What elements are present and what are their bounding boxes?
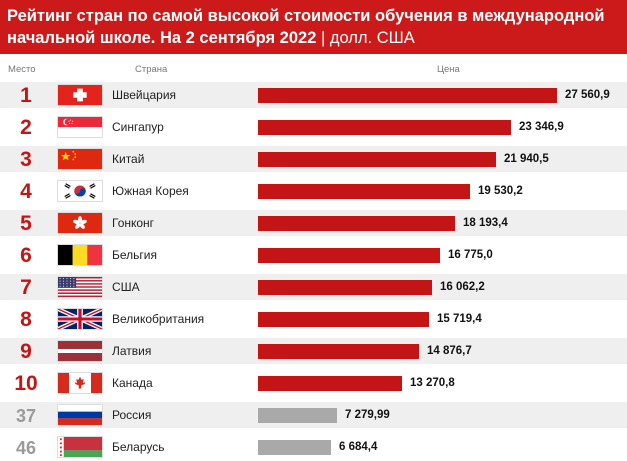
title-main: Рейтинг стран по самой высокой стоимости… <box>7 7 605 47</box>
value-label: 15 719,4 <box>437 313 482 325</box>
belarus-flag-icon <box>57 436 103 458</box>
chart-row: 2 Сингапур 23 346,9 <box>0 114 627 140</box>
rank-label: 46 <box>15 438 37 458</box>
value-label: 14 876,7 <box>427 345 472 357</box>
bar <box>258 152 496 167</box>
bar <box>258 408 337 423</box>
rank-label: 10 <box>14 372 38 395</box>
value-label: 6 684,4 <box>339 441 378 453</box>
country-label: Швейцария <box>112 88 177 102</box>
title-banner: Рейтинг стран по самой высокой стоимости… <box>0 0 627 54</box>
bar <box>258 184 470 199</box>
chart-row: 6 Бельгия 16 775,0 <box>0 242 627 268</box>
rank-label: 9 <box>20 340 32 363</box>
chart-row: 10 Канада 13 270,8 <box>0 370 627 396</box>
country-label: США <box>112 280 140 294</box>
rank-label: 3 <box>20 148 32 171</box>
chart-row: 4 Южная Корея 19 530,2 <box>0 178 627 204</box>
value-label: 16 775,0 <box>448 249 493 261</box>
rank-label: 7 <box>20 276 32 299</box>
column-header-country: Страна <box>135 64 168 75</box>
value-label: 18 193,4 <box>463 217 508 229</box>
bar <box>258 88 557 103</box>
bar <box>258 440 331 455</box>
chart-row: 37 Россия 7 279,99 <box>0 402 627 428</box>
rank-label: 5 <box>20 212 32 235</box>
rank-label: 1 <box>20 84 32 107</box>
bar <box>258 280 432 295</box>
country-label: Россия <box>112 408 152 422</box>
value-label: 7 279,99 <box>345 409 390 421</box>
rank-label: 6 <box>20 244 32 267</box>
hong-kong-flag-icon <box>57 212 103 234</box>
country-label: Сингапур <box>112 120 164 134</box>
column-header-price: Цена <box>437 64 460 75</box>
bar <box>258 312 429 327</box>
bar <box>258 120 511 135</box>
value-label: 19 530,2 <box>478 185 523 197</box>
latvia-flag-icon <box>57 340 103 362</box>
china-flag-icon <box>57 148 103 170</box>
country-label: Канада <box>112 376 153 390</box>
country-label: Южная Корея <box>112 184 189 198</box>
value-label: 13 270,8 <box>410 377 455 389</box>
country-label: Латвия <box>112 344 152 358</box>
chart-row: 3 Китай 21 940,5 <box>0 146 627 172</box>
canada-flag-icon <box>57 372 103 394</box>
rank-label: 37 <box>15 406 37 426</box>
rank-label: 8 <box>20 308 32 331</box>
singapore-flag-icon <box>57 116 103 138</box>
chart-row: 7 США 16 062,2 <box>0 274 627 300</box>
uk-flag-icon <box>57 308 103 330</box>
column-header-place: Место <box>8 64 36 75</box>
bar <box>258 248 440 263</box>
value-label: 27 560,9 <box>565 89 610 101</box>
bar <box>258 216 455 231</box>
south-korea-flag-icon <box>57 180 103 202</box>
chart-row: 1 Швейцария 27 560,9 <box>0 82 627 108</box>
rank-label: 2 <box>20 116 32 139</box>
usa-flag-icon <box>57 276 103 298</box>
rank-label: 4 <box>20 180 32 203</box>
switzerland-flag-icon <box>57 84 103 106</box>
value-label: 16 062,2 <box>440 281 485 293</box>
country-label: Беларусь <box>112 440 165 454</box>
russia-flag-icon <box>57 404 103 426</box>
country-label: Гонконг <box>112 216 155 230</box>
bar <box>258 344 419 359</box>
country-label: Бельгия <box>112 248 157 262</box>
title-unit: | долл. США <box>316 29 415 47</box>
chart-title: Рейтинг стран по самой высокой стоимости… <box>7 5 619 49</box>
country-label: Великобритания <box>112 312 205 326</box>
value-label: 23 346,9 <box>519 121 564 133</box>
country-label: Китай <box>112 152 145 166</box>
chart-row: 46 Беларусь 6 684,4 <box>0 434 627 460</box>
chart-row: 9 Латвия 14 876,7 <box>0 338 627 364</box>
chart-row: 5 Гонконг 18 193,4 <box>0 210 627 236</box>
chart-row: 8 Великобритания 15 719,4 <box>0 306 627 332</box>
value-label: 21 940,5 <box>504 153 549 165</box>
bar <box>258 376 402 391</box>
belgium-flag-icon <box>57 244 103 266</box>
